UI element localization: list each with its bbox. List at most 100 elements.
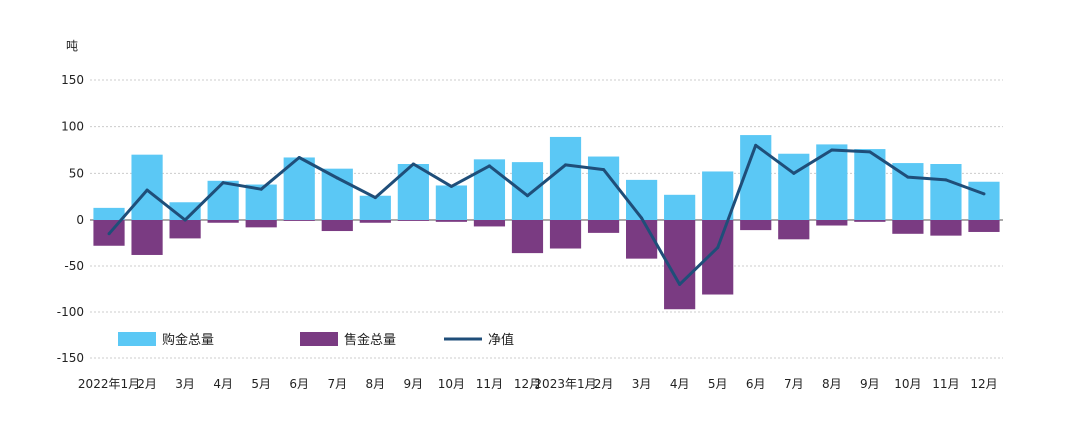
x-tick-label: 10月 bbox=[894, 377, 921, 391]
x-tick-label: 8月 bbox=[822, 377, 842, 391]
x-tick-label: 6月 bbox=[746, 377, 766, 391]
legend-label: 购金总量 bbox=[162, 332, 214, 348]
net-point bbox=[183, 218, 187, 222]
net-point bbox=[145, 188, 149, 192]
net-point bbox=[944, 178, 948, 182]
bar-purchase bbox=[626, 179, 658, 220]
net-point bbox=[107, 232, 111, 236]
line-layer bbox=[107, 143, 986, 286]
bar-purchase bbox=[664, 194, 696, 220]
bar-purchase bbox=[892, 163, 924, 220]
net-point bbox=[716, 246, 720, 250]
bar-sale bbox=[473, 220, 506, 227]
net-point bbox=[564, 163, 568, 167]
x-tick-label: 7月 bbox=[327, 377, 347, 391]
net-point bbox=[297, 155, 301, 159]
y-tick-label: 100 bbox=[61, 120, 84, 134]
bar-sale bbox=[626, 220, 658, 259]
x-tick-label: 5月 bbox=[251, 377, 271, 391]
y-tick-label: -50 bbox=[64, 259, 84, 273]
legend-swatch bbox=[300, 332, 338, 346]
net-point bbox=[373, 196, 377, 200]
y-tick-label: 150 bbox=[61, 73, 84, 87]
x-tick-label: 9月 bbox=[860, 377, 880, 391]
bar-layer bbox=[93, 135, 1000, 310]
bar-purchase bbox=[511, 162, 544, 220]
net-point bbox=[678, 282, 682, 286]
bar-purchase bbox=[207, 180, 239, 220]
bar-purchase bbox=[93, 207, 125, 220]
x-tick-label: 3月 bbox=[632, 377, 652, 391]
x-tick-label: 5月 bbox=[708, 377, 728, 391]
bar-purchase bbox=[702, 171, 734, 220]
x-tick-label: 2023年1月 bbox=[534, 377, 596, 391]
bar-sale bbox=[740, 220, 772, 231]
net-point bbox=[906, 175, 910, 179]
net-point bbox=[411, 162, 415, 166]
y-tick-label: 50 bbox=[69, 166, 84, 180]
bar-purchase bbox=[587, 156, 620, 220]
x-tick-label: 8月 bbox=[365, 377, 385, 391]
net-point bbox=[868, 150, 872, 154]
net-point bbox=[487, 164, 491, 168]
legend-label: 净值 bbox=[488, 332, 514, 348]
bar-sale bbox=[321, 220, 353, 232]
bar-sale bbox=[169, 220, 201, 239]
grid-layer bbox=[90, 79, 1003, 359]
bar-sale bbox=[131, 220, 163, 255]
bar-sale bbox=[587, 220, 620, 233]
bar-sale bbox=[435, 220, 467, 222]
net-point bbox=[259, 187, 263, 191]
x-tick-label: 11月 bbox=[476, 377, 503, 391]
net-point bbox=[754, 143, 758, 147]
net-point bbox=[335, 176, 339, 180]
net-point bbox=[602, 168, 606, 172]
bar-purchase bbox=[968, 181, 1000, 220]
x-tick-label: 2月 bbox=[594, 377, 614, 391]
bar-purchase bbox=[930, 164, 962, 220]
net-point bbox=[449, 184, 453, 188]
x-tick-label: 4月 bbox=[213, 377, 233, 391]
bar-sale bbox=[549, 220, 582, 249]
x-tick-label: 12月 bbox=[970, 377, 997, 391]
bar-purchase bbox=[359, 195, 391, 220]
x-tick-label: 9月 bbox=[404, 377, 424, 391]
x-tick-label: 2022年1月 bbox=[78, 377, 140, 391]
net-point bbox=[525, 194, 529, 198]
bar-sale bbox=[816, 220, 848, 226]
net-line bbox=[107, 143, 985, 286]
bar-sale bbox=[778, 220, 810, 240]
y-tick-label: -150 bbox=[57, 351, 84, 365]
y-axis-label: 吨 bbox=[66, 39, 78, 53]
net-point bbox=[640, 216, 644, 220]
net-point bbox=[982, 192, 986, 196]
x-tick-label: 3月 bbox=[175, 377, 195, 391]
bar-purchase bbox=[549, 136, 582, 220]
x-tick-label: 12月 bbox=[514, 377, 541, 391]
bar-purchase bbox=[131, 154, 163, 220]
x-tick-label: 11月 bbox=[932, 377, 959, 391]
bar-sale bbox=[207, 220, 239, 223]
net-point bbox=[830, 148, 834, 152]
bar-sale bbox=[892, 220, 924, 234]
x-tick-label: 2月 bbox=[137, 377, 157, 391]
bar-purchase bbox=[854, 149, 886, 220]
bar-sale bbox=[511, 220, 544, 254]
legend-label: 售金总量 bbox=[344, 332, 396, 348]
x-tick-label: 7月 bbox=[784, 377, 804, 391]
bar-purchase bbox=[473, 159, 506, 220]
net-point bbox=[792, 171, 796, 175]
y-tick-label: -100 bbox=[57, 305, 84, 319]
net-point bbox=[221, 181, 225, 185]
bar-sale bbox=[283, 220, 315, 221]
bar-sale bbox=[245, 220, 277, 228]
bar-purchase bbox=[435, 185, 467, 220]
bar-sale bbox=[854, 220, 886, 222]
bar-sale bbox=[968, 220, 1000, 232]
bar-sale bbox=[930, 220, 962, 236]
y-tick-label: 0 bbox=[76, 213, 84, 227]
x-tick-label: 4月 bbox=[670, 377, 690, 391]
